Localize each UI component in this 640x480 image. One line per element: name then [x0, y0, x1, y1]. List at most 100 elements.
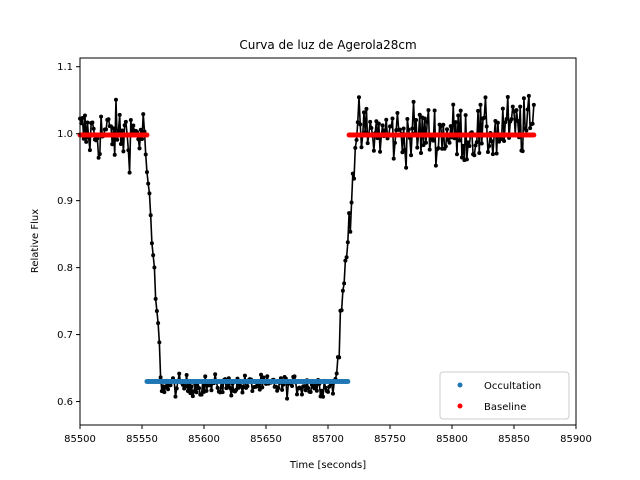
light-curve-point — [451, 102, 456, 107]
light-curve-point — [265, 374, 270, 379]
light-curve-point — [432, 108, 437, 113]
light-curve-point — [206, 383, 211, 388]
baseline-point — [531, 132, 537, 138]
light-curve-point — [229, 393, 234, 398]
x-tick-label: 85550 — [126, 434, 158, 445]
light-curve-point — [368, 119, 373, 124]
light-curve-point — [410, 126, 415, 131]
light-curve-point — [415, 145, 420, 150]
light-curve-point — [448, 124, 453, 129]
light-curve-point — [115, 137, 120, 142]
light-curve-point — [183, 384, 188, 389]
light-curve-point — [85, 120, 90, 125]
light-curve-point — [510, 104, 515, 109]
light-curve-point — [302, 384, 307, 389]
x-tick-label: 85700 — [312, 434, 344, 445]
light-curve-point — [292, 374, 297, 379]
light-curve-point — [147, 191, 152, 196]
light-curve-point — [525, 107, 530, 112]
light-curve-point — [188, 391, 193, 396]
light-curve-point — [395, 110, 400, 115]
light-curve-point — [453, 120, 458, 125]
light-curve-point — [330, 391, 335, 396]
light-curve-point — [123, 119, 128, 124]
light-curve-point — [489, 139, 494, 144]
light-curve-point — [518, 104, 523, 109]
light-curve-point — [433, 163, 438, 168]
light-curve-point — [189, 384, 194, 389]
light-curve-point — [353, 145, 358, 150]
light-curve-point — [484, 124, 489, 129]
light-curve-point — [156, 321, 161, 326]
light-curve-point — [285, 396, 290, 401]
light-curve-point — [84, 139, 89, 144]
x-tick-label: 85650 — [250, 434, 282, 445]
light-curve-point — [427, 147, 432, 152]
light-curve-point — [378, 149, 383, 154]
light-curve-point — [392, 140, 397, 145]
light-curve-point — [113, 97, 118, 102]
light-curve-point — [106, 117, 111, 122]
light-curve-point — [245, 384, 250, 389]
x-tick-label: 85800 — [436, 434, 468, 445]
light-curve-point — [478, 102, 483, 107]
light-curve-point — [143, 152, 148, 157]
light-curve-point — [250, 389, 255, 393]
light-curve-point — [117, 112, 122, 117]
light-curve-point — [417, 112, 422, 117]
x-tick-label: 85900 — [560, 434, 592, 445]
light-curve-point — [364, 106, 369, 111]
light-curve-point — [371, 148, 376, 153]
light-curve-point — [215, 385, 220, 390]
light-curve-point — [308, 390, 313, 395]
light-curve-point — [168, 383, 173, 388]
light-curve-point — [390, 116, 395, 121]
light-curve-point — [199, 392, 204, 397]
light-curve-point — [112, 152, 117, 157]
light-curve-point — [140, 137, 144, 142]
light-curve-point — [376, 121, 381, 126]
light-curve-point — [116, 128, 121, 133]
light-curve-point — [295, 392, 299, 397]
light-curve-point — [82, 113, 87, 118]
light-curve-point — [127, 170, 132, 175]
light-curve-point — [158, 375, 163, 380]
light-curve-point — [344, 255, 349, 260]
light-curve-point — [90, 120, 95, 125]
light-curve-point — [500, 106, 505, 111]
light-curve-point — [173, 394, 178, 399]
light-curve-point — [503, 120, 508, 125]
light-curve-point — [99, 114, 104, 119]
light-curve-point — [110, 142, 115, 147]
light-curve-point — [526, 93, 531, 98]
light-curve-point — [213, 372, 218, 377]
legend-label-baseline: Baseline — [484, 402, 526, 413]
light-curve-point — [259, 372, 264, 377]
light-curve-point — [524, 128, 529, 133]
light-curve-point — [327, 384, 332, 389]
legend-marker-occultation — [457, 382, 463, 388]
light-curve-point — [122, 123, 127, 128]
light-curve-point — [128, 117, 133, 122]
light-curve-point — [411, 99, 416, 104]
y-tick-label: 0.6 — [57, 397, 73, 408]
light-curve-point — [436, 146, 441, 151]
light-curve-point — [348, 229, 353, 234]
light-curve-point — [383, 128, 388, 133]
light-curve-point — [463, 113, 468, 118]
light-curve-point — [485, 150, 490, 154]
light-curve-point — [131, 123, 136, 128]
light-curve-point — [154, 308, 159, 313]
light-curve-point — [153, 296, 158, 301]
light-curve-point — [209, 388, 214, 393]
light-curve-point — [203, 374, 208, 379]
light-curve-point — [528, 126, 533, 131]
light-curve-point — [136, 137, 141, 142]
light-curve-point — [340, 288, 345, 293]
light-curve-point — [142, 129, 147, 134]
light-curve-point — [80, 116, 85, 121]
light-curve-point — [96, 155, 101, 160]
light-curve-point — [530, 121, 535, 126]
light-curve-point — [458, 108, 463, 113]
